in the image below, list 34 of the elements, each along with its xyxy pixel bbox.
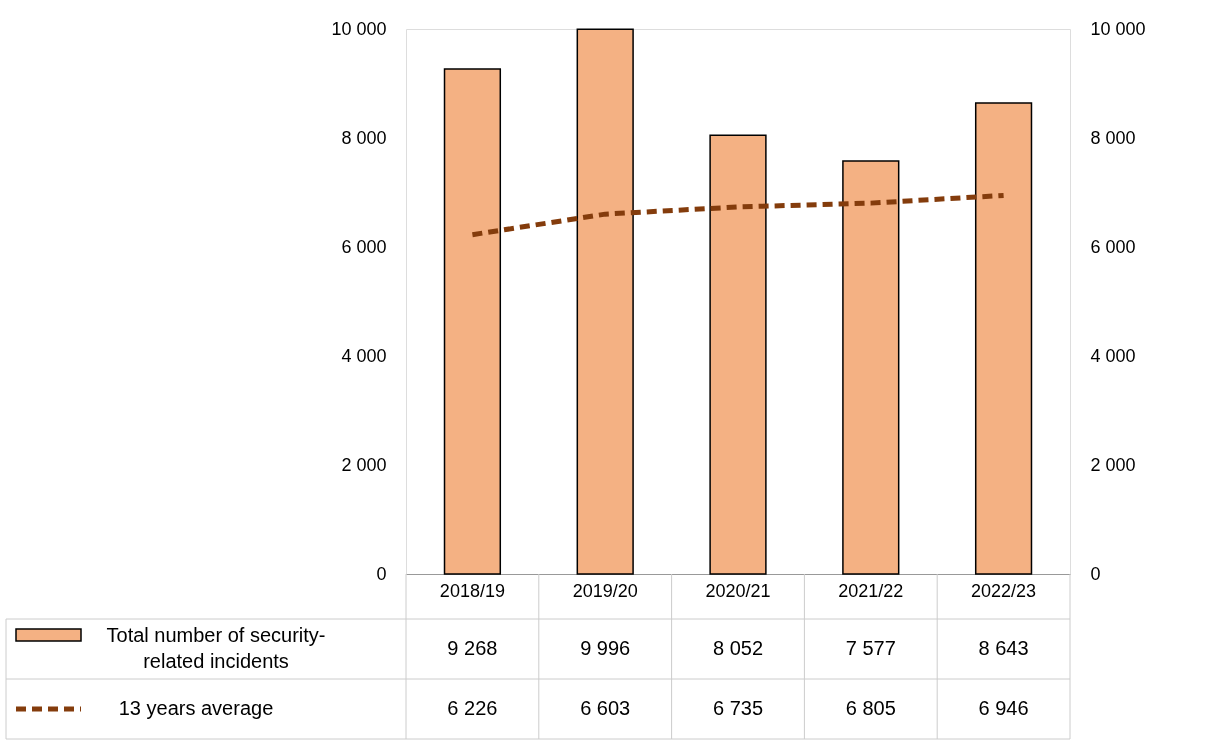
bar <box>709 134 767 575</box>
x-tick-label: 2020/21 <box>705 580 771 601</box>
data-label: 8 643 <box>978 637 1029 659</box>
bar <box>842 160 900 575</box>
bar <box>974 102 1033 575</box>
bar <box>576 28 634 575</box>
y-tick-label: 10 000 <box>331 18 387 39</box>
x-tick-label: 2022/23 <box>971 580 1037 601</box>
y-tick-label: 4 000 <box>341 345 387 366</box>
data-label: 6 226 <box>447 697 498 719</box>
y2-tick-label: 10 000 <box>1090 18 1146 39</box>
y-tick-label: 0 <box>376 563 387 584</box>
data-label: 8 052 <box>712 637 764 659</box>
legend-label: Total number of security-related incidents <box>106 624 326 672</box>
data-label: 9 268 <box>447 637 498 659</box>
data-label: 7 577 <box>845 637 896 659</box>
x-tick-label: 2018/19 <box>439 580 505 601</box>
x-tick-label: 2021/22 <box>838 580 904 601</box>
y2-tick-label: 2 000 <box>1090 454 1136 475</box>
data-label: 6 805 <box>845 697 896 719</box>
y2-tick-label: 4 000 <box>1090 345 1136 366</box>
y-tick-label: 6 000 <box>341 236 387 257</box>
y2-tick-label: 0 <box>1090 563 1101 584</box>
legend-label: 13 years average <box>118 697 274 719</box>
data-label: 6 946 <box>978 697 1029 719</box>
y-tick-label: 2 000 <box>341 454 387 475</box>
data-label: 6 603 <box>580 697 631 719</box>
data-label: 9 996 <box>580 637 631 659</box>
y2-tick-label: 8 000 <box>1090 127 1136 148</box>
y2-tick-label: 6 000 <box>1090 236 1136 257</box>
bar <box>443 68 502 575</box>
x-tick-label: 2019/20 <box>572 580 638 601</box>
y-tick-label: 8 000 <box>341 127 387 148</box>
data-label: 6 735 <box>712 697 764 719</box>
